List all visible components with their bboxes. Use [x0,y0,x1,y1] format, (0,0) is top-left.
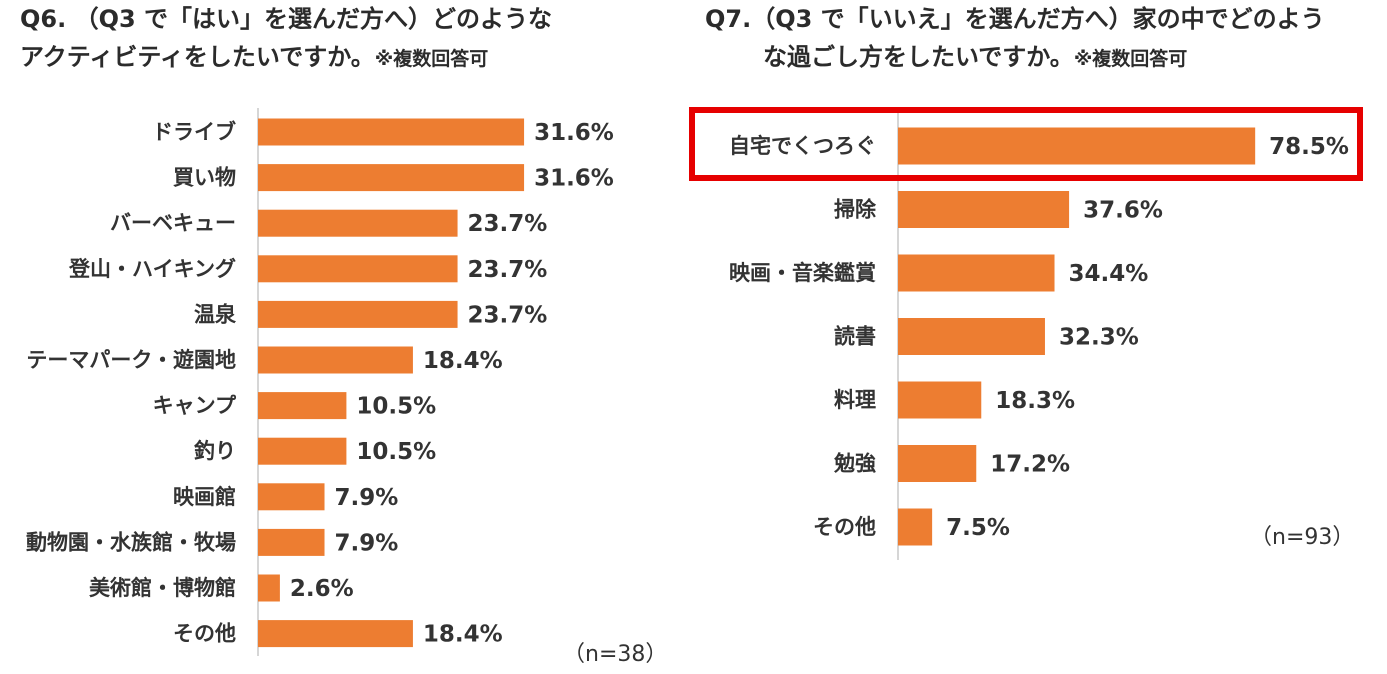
q7-title-line2-text: な過ごし方をしたいですか。 [763,43,1074,71]
chart-0-value-label: 23.7% [468,302,548,328]
chart-0-value-label: 23.7% [468,211,548,237]
chart-0-value-label: 31.6% [534,120,614,146]
q7-title-line1: Q7.（Q3 で「いいえ」を選んだ方へ）家の中でどのよう [705,5,1325,33]
q6-title-line2: アクティビティをしたいですか。※複数回答可 [20,38,552,78]
chart-1-category-label: その他 [813,515,876,539]
q6-title: Q6. （Q3 で「はい」を選んだ方へ）どのような アクティビティをしたいですか… [20,0,552,78]
q6-sample-size: （n=38） [563,642,668,667]
q7-highlight-box [689,107,1363,181]
chart-1-value-label: 37.6% [1083,198,1163,224]
q6-title-line1: Q6. （Q3 で「はい」を選んだ方へ）どのような [20,5,553,33]
chart-1-bar [898,191,1070,228]
chart-0-value-label: 7.9% [335,485,399,511]
chart-1-category-label: 読書 [834,325,876,349]
chart-1-category-label: 自宅でくつろぐ [729,134,876,158]
chart-0-bar [258,620,413,648]
chart-1-category-label: 掃除 [834,198,877,222]
chart-1-value-label: 34.4% [1069,261,1149,287]
q7-title-line2: な過ごし方をしたいですか。※複数回答可 [705,38,1325,78]
chart-0-category-label: その他 [173,622,236,646]
chart-1-bar [898,508,933,546]
chart-1-bar [898,381,982,419]
chart-0-category-label: ドライブ [152,120,236,144]
chart-0-value-label: 23.7% [468,257,548,283]
chart-1-value-label: 17.2% [990,452,1070,478]
chart-0-value-label: 10.5% [356,394,436,420]
chart-1-value-label: 78.5% [1269,134,1349,160]
q7-title: Q7.（Q3 で「いいえ」を選んだ方へ）家の中でどのよう な過ごし方をしたいです… [705,0,1325,78]
chart-0-category-label: 買い物 [173,166,236,190]
chart-0-category-label: キャンプ [153,394,237,418]
chart-1-bar [898,445,977,482]
chart-0-value-label: 7.9% [335,530,399,556]
chart-1-bar [898,254,1055,292]
chart-1-category-label: 映画・音楽鑑賞 [729,261,876,285]
chart-0-value-label: 31.6% [534,166,614,192]
chart-1-bar [898,318,1045,355]
chart-0-bar [258,164,525,192]
chart-0-bar [258,255,458,283]
chart-1-value-label: 18.3% [995,388,1075,414]
chart-1-value-label: 7.5% [946,515,1010,541]
chart-0-bar [258,300,458,328]
q7-title-note: ※複数回答可 [1073,48,1188,70]
chart-0-category-label: バーベキュー [110,211,236,235]
q7-sample-size: （n=93） [1250,525,1355,550]
q6-title-line2-text: アクティビティをしたいですか。 [20,43,375,71]
chart-0-category-label: 動物園・水族館・牧場 [26,530,236,554]
chart-0-category-label: 温泉 [194,302,237,326]
chart-0-value-label: 18.4% [423,622,503,648]
q6-title-note: ※複数回答可 [374,48,489,70]
chart-0-category-label: 釣り [194,439,236,463]
chart-1-category-label: 料理 [834,388,876,412]
chart-0-bar [258,483,325,511]
chart-0-category-label: 美術館・博物館 [89,576,236,600]
chart-0-value-label: 2.6% [290,576,354,602]
chart-1-value-label: 32.3% [1059,325,1139,351]
chart-0-bar [258,437,347,465]
chart-0-value-label: 10.5% [356,439,436,465]
chart-0-category-label: テーマパーク・遊園地 [26,348,236,372]
chart-0-category-label: 登山・ハイキング [68,257,236,281]
chart-1-category-label: 勉強 [833,452,876,476]
chart-0-bar [258,528,325,556]
chart-0-category-label: 映画館 [173,485,236,509]
chart-0-bar [258,574,280,602]
chart-0-bar [258,392,347,420]
chart-0-bar [258,346,413,374]
chart-0-bar [258,118,525,146]
chart-1-bar [898,127,1256,165]
chart-0-value-label: 18.4% [423,348,503,374]
chart-0-bar [258,209,458,237]
